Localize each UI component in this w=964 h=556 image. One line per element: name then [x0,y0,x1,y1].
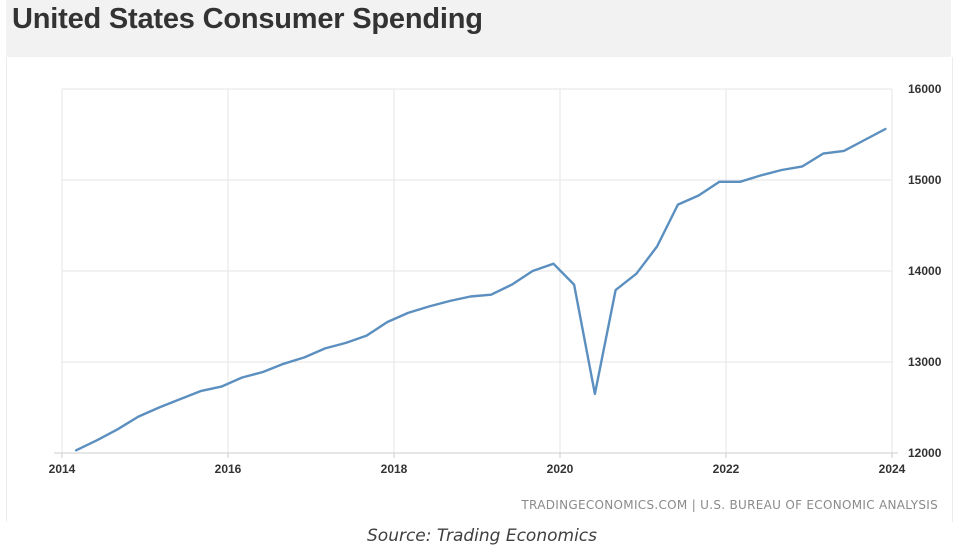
source-caption: Source: Trading Economics [367,526,597,546]
chart-header: United States Consumer Spending [6,0,951,58]
x-tick-label: 2020 [547,462,574,476]
y-tick-label: 13000 [908,355,942,369]
y-tick-label: 14000 [908,264,942,278]
x-tick-label: 2024 [879,462,906,476]
chart-title: United States Consumer Spending [12,3,483,35]
y-tick-label: 16000 [908,82,942,96]
source-watermark: TRADINGECONOMICS.COM | U.S. BUREAU OF EC… [521,498,938,512]
y-tick-label: 12000 [908,446,942,460]
series-layer [74,127,887,452]
tick-label-layer: 12000 13000 14000 15000 16000 2014 2016 2018 202… [49,82,942,476]
chart-frame [6,57,953,522]
x-tick-label: 2018 [381,462,408,476]
x-tick-label: 2016 [215,462,242,476]
y-tick-label: 15000 [908,173,942,187]
consumer-spending-line [74,127,887,452]
grid-layer [61,88,893,453]
x-tick-label: 2014 [49,462,76,476]
axis-layer [54,452,898,458]
x-tick-label: 2022 [713,462,740,476]
